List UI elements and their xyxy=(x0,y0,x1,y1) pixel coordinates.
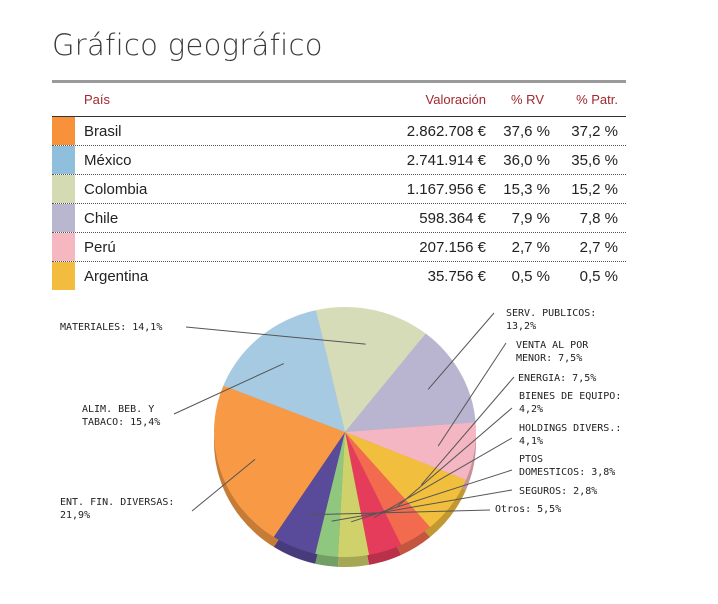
page-title: Gráfico geográfico xyxy=(52,28,323,62)
country-patr: 2,7 % xyxy=(579,239,618,256)
slice-label-line: SERV. PUBLICOS: xyxy=(506,308,596,319)
country-rv: 15,3 % xyxy=(503,181,550,198)
slice-label-line: DOMESTICOS: 3,8% xyxy=(519,467,615,478)
country-rv: 36,0 % xyxy=(503,152,550,169)
country-patr: 37,2 % xyxy=(571,123,618,140)
country-valuation: 2.741.914 € xyxy=(406,152,486,169)
country-rv: 7,9 % xyxy=(511,210,550,227)
table-row: Perú 207.156 € 2,7 % 2,7 % xyxy=(52,233,626,262)
pie-slice xyxy=(213,385,345,537)
pie-slice xyxy=(273,432,345,554)
slice-label: ENERGIA: 7,5% xyxy=(518,373,596,384)
pie-slice xyxy=(345,422,477,480)
country-patr: 7,8 % xyxy=(579,210,618,227)
slice-label: ALIM. BEB. Y TABACO: 15,4% xyxy=(82,404,160,428)
slice-label-line: VENTA AL POR xyxy=(516,340,589,351)
country-color-swatch xyxy=(52,233,75,261)
slice-label-line: 4,2% xyxy=(519,404,543,415)
slice-label-line: HOLDINGS DIVERS.: xyxy=(519,423,621,434)
slice-label: SERV. PUBLICOS: 13,2% xyxy=(506,308,596,332)
slice-label: ENT. FIN. DIVERSAS: 21,9% xyxy=(60,497,174,521)
country-valuation: 35.756 € xyxy=(427,268,486,285)
pie-labels: SERV. PUBLICOS: 13,2% VENTA AL POR MENOR: 7… xyxy=(60,308,621,521)
leader-line xyxy=(373,437,513,519)
pie-slice xyxy=(345,333,476,432)
slice-label: MATERIALES: 14,1% xyxy=(60,322,162,333)
country-color-swatch xyxy=(52,262,75,290)
slice-label-line: ENT. FIN. DIVERSAS: xyxy=(60,497,174,508)
slice-label-line: BIENES DE EQUIPO: xyxy=(519,391,621,402)
leader-line xyxy=(420,376,515,486)
pie-slices xyxy=(213,307,477,557)
country-rv: 2,7 % xyxy=(511,239,550,256)
pie-slice xyxy=(345,432,402,555)
pie-slice xyxy=(223,310,345,432)
country-color-swatch xyxy=(52,175,75,203)
header-country: País xyxy=(84,92,111,107)
country-color-swatch xyxy=(52,146,75,174)
leader-line xyxy=(437,342,507,447)
slice-label-line: 4,1% xyxy=(519,436,543,447)
slice-label: SEGUROS: 2,8% xyxy=(519,486,597,497)
country-name: México xyxy=(84,152,132,169)
slice-label-line: TABACO: 15,4% xyxy=(82,417,160,428)
leader-line xyxy=(427,312,495,390)
geographic-table: País Valoración % RV % Patr. Brasil 2.86… xyxy=(52,80,626,290)
slice-label: Otros: 5,5% xyxy=(495,504,561,515)
slice-label-line: Otros: 5,5% xyxy=(495,504,561,515)
country-valuation: 1.167.956 € xyxy=(406,181,486,198)
country-name: Chile xyxy=(84,210,119,227)
table-row: México 2.741.914 € 36,0 % 35,6 % xyxy=(52,146,626,175)
leader-line xyxy=(191,458,256,512)
pie-slice xyxy=(315,432,345,557)
slice-label: HOLDINGS DIVERS.: 4,1% xyxy=(519,423,621,447)
country-patr: 15,2 % xyxy=(571,181,618,198)
table-row: Chile 598.364 € 7,9 % 7,8 % xyxy=(52,204,626,233)
leader-line xyxy=(173,363,284,415)
slice-label-line: ENERGIA: 7,5% xyxy=(518,373,596,384)
slice-label: VENTA AL POR MENOR: 7,5% xyxy=(516,340,589,364)
slice-label-line: 13,2% xyxy=(506,321,536,332)
country-rv: 37,6 % xyxy=(503,123,550,140)
header-rv: % RV xyxy=(511,92,544,107)
country-patr: 35,6 % xyxy=(571,152,618,169)
country-valuation: 598.364 € xyxy=(419,210,486,227)
slice-label-line: 21,9% xyxy=(60,510,90,521)
pie-leader-lines xyxy=(173,312,515,523)
table-row: Colombia 1.167.956 € 15,3 % 15,2 % xyxy=(52,175,626,204)
slice-label-line: ALIM. BEB. Y xyxy=(82,404,154,415)
header-valuation: Valoración xyxy=(425,92,486,107)
slice-label-line: MATERIALES: 14,1% xyxy=(60,322,162,333)
country-name: Colombia xyxy=(84,181,148,198)
table-row: Brasil 2.862.708 € 37,6 % 37,2 % xyxy=(52,117,626,146)
country-name: Brasil xyxy=(84,123,122,140)
country-rv: 0,5 % xyxy=(511,268,550,285)
slice-label: PTOS DOMESTICOS: 3,8% xyxy=(519,454,615,478)
leader-line xyxy=(395,407,513,508)
country-valuation: 207.156 € xyxy=(419,239,486,256)
slice-label-line: PTOS xyxy=(519,454,543,465)
country-name: Perú xyxy=(84,239,116,256)
table-row: Argentina 35.756 € 0,5 % 0,5 % xyxy=(52,262,626,290)
country-valuation: 2.862.708 € xyxy=(406,123,486,140)
leader-line xyxy=(331,489,513,522)
pie-slice xyxy=(337,432,370,557)
slice-label: BIENES DE EQUIPO: 4,2% xyxy=(519,391,621,415)
pie-slice xyxy=(316,307,426,432)
country-color-swatch xyxy=(52,204,75,232)
slice-label-line: SEGUROS: 2,8% xyxy=(519,486,597,497)
table-header: País Valoración % RV % Patr. xyxy=(52,83,626,117)
leader-line xyxy=(308,509,491,516)
pie-slice xyxy=(345,432,431,545)
country-patr: 0,5 % xyxy=(579,268,618,285)
country-name: Argentina xyxy=(84,268,149,285)
country-color-swatch xyxy=(52,117,75,145)
leader-line xyxy=(185,326,366,345)
header-patr: % Patr. xyxy=(576,92,618,107)
slice-label-line: MENOR: 7,5% xyxy=(516,353,582,364)
